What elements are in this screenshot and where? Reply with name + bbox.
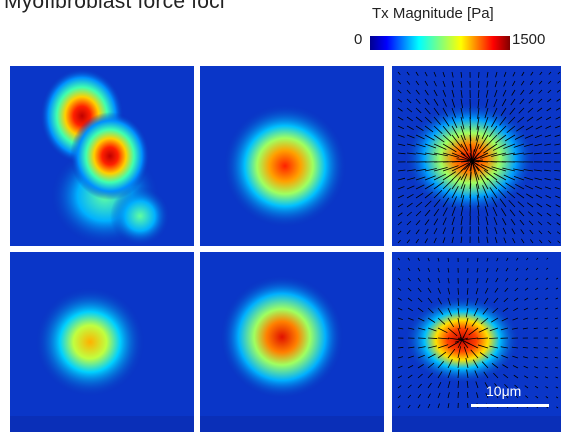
- panel-bottom-middle: [200, 252, 384, 432]
- traction-vector: [458, 288, 459, 295]
- traction-vector: [470, 195, 471, 207]
- colorbar-min-label: 0: [354, 31, 362, 48]
- traction-vector: [478, 237, 479, 243]
- colorbar-max-label: 1500: [512, 31, 545, 48]
- panel-bottom-left: [10, 252, 194, 432]
- traction-vector: [555, 357, 558, 358]
- panel-top-right: [392, 66, 561, 246]
- traction-vector: [467, 278, 468, 284]
- panel-top-left: [10, 66, 194, 246]
- scale-bar: [471, 404, 549, 407]
- colorbar-label: Tx Magnitude [Pa]: [372, 5, 494, 22]
- figure-title: Myofibroblast force foci: [4, 0, 225, 14]
- panel-top-middle: [200, 66, 384, 246]
- colorbar: [370, 36, 510, 50]
- traction-vector: [428, 338, 437, 339]
- scale-bar-label: 10μm: [486, 383, 521, 399]
- traction-vector: [554, 153, 560, 154]
